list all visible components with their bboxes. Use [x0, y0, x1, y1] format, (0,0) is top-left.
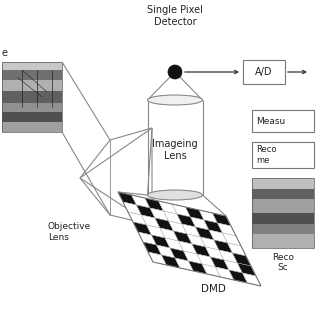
- Polygon shape: [150, 208, 169, 221]
- Bar: [2, 70, 62, 79]
- Bar: [252, 188, 314, 199]
- Text: e: e: [2, 48, 8, 58]
- Polygon shape: [188, 261, 207, 274]
- Polygon shape: [123, 202, 141, 215]
- Polygon shape: [243, 273, 261, 286]
- Polygon shape: [151, 235, 170, 248]
- Bar: [243, 60, 285, 84]
- Text: Measu: Measu: [256, 116, 285, 125]
- Polygon shape: [237, 263, 256, 276]
- Polygon shape: [233, 253, 251, 266]
- Text: Reco
me: Reco me: [256, 145, 276, 165]
- Polygon shape: [145, 198, 164, 211]
- Polygon shape: [133, 222, 151, 235]
- Polygon shape: [196, 227, 214, 240]
- Polygon shape: [199, 210, 218, 223]
- Polygon shape: [186, 207, 204, 220]
- Polygon shape: [170, 248, 188, 261]
- Text: A/D: A/D: [255, 67, 273, 77]
- Bar: [252, 178, 314, 188]
- Bar: [252, 199, 314, 213]
- Ellipse shape: [148, 190, 203, 200]
- Polygon shape: [162, 255, 180, 268]
- Polygon shape: [211, 257, 229, 270]
- Bar: [252, 178, 314, 248]
- Polygon shape: [165, 238, 183, 251]
- Bar: [252, 110, 314, 132]
- Bar: [2, 62, 62, 70]
- Polygon shape: [183, 251, 202, 264]
- Polygon shape: [137, 205, 155, 218]
- Text: Objective
Lens: Objective Lens: [48, 222, 91, 242]
- Polygon shape: [169, 221, 187, 234]
- Text: Single Pixel
Detector: Single Pixel Detector: [147, 5, 203, 28]
- Polygon shape: [219, 250, 237, 263]
- Polygon shape: [218, 223, 236, 236]
- Polygon shape: [132, 195, 150, 208]
- Polygon shape: [175, 258, 194, 271]
- Polygon shape: [214, 240, 233, 253]
- Polygon shape: [160, 228, 179, 241]
- Bar: [2, 112, 62, 122]
- Polygon shape: [201, 237, 219, 250]
- Polygon shape: [138, 232, 156, 245]
- Polygon shape: [156, 245, 175, 258]
- Bar: [2, 62, 62, 132]
- Ellipse shape: [148, 95, 203, 105]
- Bar: [252, 223, 314, 234]
- Polygon shape: [118, 192, 137, 205]
- Bar: [252, 213, 314, 223]
- Bar: [2, 103, 62, 112]
- Polygon shape: [182, 224, 201, 237]
- Polygon shape: [197, 254, 215, 267]
- Polygon shape: [228, 243, 246, 256]
- Polygon shape: [209, 230, 228, 243]
- Bar: [2, 92, 62, 103]
- Polygon shape: [202, 264, 220, 277]
- Text: Imageing
Lens: Imageing Lens: [152, 139, 198, 161]
- Bar: [252, 142, 314, 168]
- Circle shape: [168, 65, 182, 79]
- Polygon shape: [187, 234, 205, 247]
- Polygon shape: [164, 211, 182, 224]
- Text: Sc: Sc: [278, 263, 288, 272]
- Polygon shape: [205, 247, 224, 260]
- Bar: [2, 122, 62, 132]
- Polygon shape: [224, 260, 243, 273]
- Polygon shape: [212, 213, 231, 226]
- Polygon shape: [177, 214, 196, 227]
- Polygon shape: [148, 252, 166, 265]
- Polygon shape: [204, 220, 222, 233]
- Polygon shape: [155, 218, 173, 231]
- Polygon shape: [147, 225, 165, 238]
- Bar: [252, 234, 314, 248]
- Polygon shape: [222, 233, 241, 246]
- Text: Reco: Reco: [272, 253, 294, 262]
- Text: DMD: DMD: [201, 284, 226, 294]
- Polygon shape: [141, 215, 160, 228]
- Polygon shape: [128, 212, 147, 225]
- Polygon shape: [229, 270, 247, 283]
- Polygon shape: [190, 217, 209, 230]
- Polygon shape: [192, 244, 211, 257]
- Polygon shape: [215, 267, 234, 280]
- Polygon shape: [173, 231, 192, 244]
- Polygon shape: [158, 201, 177, 214]
- Polygon shape: [172, 204, 190, 217]
- Polygon shape: [179, 241, 197, 254]
- Polygon shape: [143, 242, 162, 255]
- Bar: [2, 79, 62, 92]
